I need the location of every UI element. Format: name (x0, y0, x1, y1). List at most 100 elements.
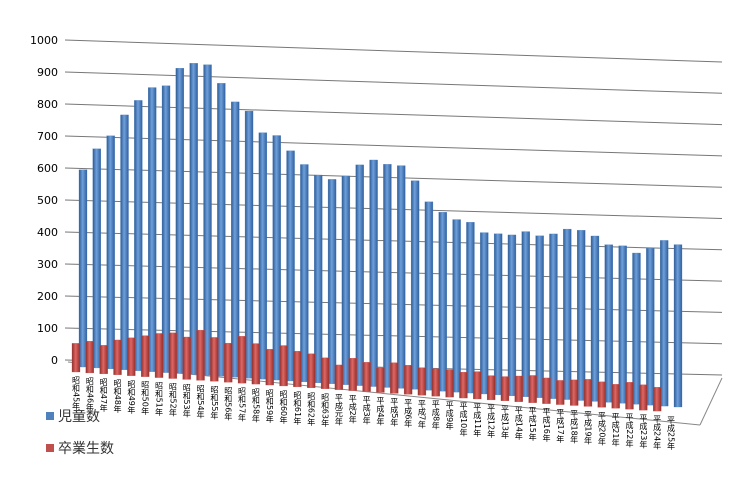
x-tick-label: 平成11年 (473, 403, 482, 438)
grid-line (64, 103, 723, 126)
x-tick-label: 昭和50年 (141, 381, 150, 416)
bar (604, 244, 613, 403)
x-tick-label: 昭和57年 (238, 387, 247, 422)
bar (583, 379, 593, 407)
bar (521, 231, 530, 397)
x-tick-label: 平成23年 (639, 414, 648, 449)
bar (99, 345, 108, 375)
x-tick-label: 平成9年 (445, 401, 454, 431)
grid-line (64, 135, 723, 157)
x-tick-label: 平成17年 (556, 409, 565, 444)
bar (307, 353, 316, 388)
bar (646, 248, 655, 406)
floor-edge (699, 377, 723, 426)
x-tick-label: 昭和51年 (155, 382, 164, 417)
y-tick-label: 800 (37, 98, 58, 111)
x-tick-label: 平成13年 (500, 405, 509, 440)
x-tick-label: 平成6年 (404, 398, 413, 428)
grid-line (64, 39, 723, 63)
x-tick-label: 昭和52年 (168, 383, 177, 418)
y-tick-label: 0 (51, 354, 58, 367)
bar (556, 380, 565, 405)
bar (134, 100, 143, 371)
bar (431, 368, 440, 397)
bar (189, 63, 198, 375)
legend-label: 児童数 (58, 408, 100, 425)
bar (500, 376, 510, 401)
y-tick-label: 1000 (30, 34, 58, 47)
bar (438, 212, 447, 392)
bar (279, 345, 288, 387)
bar (383, 164, 392, 388)
bar (231, 101, 240, 378)
bar (528, 375, 537, 403)
x-tick-label: 平成4年 (376, 396, 385, 426)
bar (182, 336, 191, 380)
bar (348, 358, 357, 391)
x-tick-label: 昭和49年 (127, 380, 136, 415)
grid-line (64, 199, 723, 219)
x-tick-label: 平成2年 (348, 395, 357, 425)
x-tick-label: 平成14年 (514, 406, 523, 441)
x-tick-label: 昭和45年 (72, 376, 81, 411)
x-tick-label: 昭和61年 (293, 391, 302, 426)
bar (71, 343, 81, 373)
bar (203, 64, 212, 376)
bar (514, 375, 523, 402)
bar (673, 244, 683, 408)
bar (244, 110, 254, 379)
legend-swatch (46, 444, 54, 452)
x-tick-label: 平成3年 (362, 396, 371, 426)
x-tick-label: 昭和60年 (279, 390, 288, 425)
x-tick-label: 平成19年 (583, 410, 592, 445)
bar (362, 362, 371, 392)
bar (424, 201, 434, 391)
bar (459, 371, 468, 399)
y-tick-label: 200 (37, 290, 58, 303)
bar (618, 245, 627, 404)
bar (563, 228, 572, 400)
bar (334, 364, 344, 390)
y-tick-label: 700 (37, 130, 58, 143)
grid-line (64, 71, 723, 94)
bar (314, 174, 323, 383)
x-tick-label: 昭和56年 (224, 386, 233, 421)
bar (300, 164, 309, 383)
bar (417, 367, 427, 396)
bar (120, 114, 129, 370)
bar (341, 175, 351, 385)
bar (251, 343, 261, 385)
bar (293, 351, 302, 388)
bar (154, 333, 164, 378)
x-tick-label: 平成20年 (597, 411, 606, 446)
bar (473, 371, 482, 400)
bar (85, 341, 94, 374)
bar (161, 85, 171, 373)
bar (196, 330, 205, 381)
bar (632, 252, 641, 405)
x-tick-label: 平成24年 (653, 415, 662, 450)
bar (480, 232, 489, 395)
x-tick-label: 昭和55年 (210, 385, 219, 420)
bar (625, 382, 634, 410)
bar (597, 381, 606, 408)
bar (410, 180, 420, 390)
bar (369, 159, 378, 387)
x-tick-label: 昭和63年 (321, 393, 330, 428)
bar (493, 233, 503, 396)
bar (224, 342, 233, 383)
bar (175, 68, 185, 374)
x-tick-label: 昭和47年 (99, 378, 108, 413)
x-tick-label: 平成12年 (487, 404, 496, 439)
y-tick-label: 900 (37, 66, 58, 79)
bar (327, 179, 337, 384)
x-tick-label: 平成25年 (667, 416, 676, 451)
bar (569, 379, 579, 406)
y-tick-label: 600 (37, 162, 58, 175)
bar (265, 349, 274, 386)
x-tick-label: 平成7年 (417, 399, 426, 429)
y-tick-label: 500 (37, 194, 58, 207)
bar (237, 336, 247, 384)
bar (390, 362, 399, 394)
